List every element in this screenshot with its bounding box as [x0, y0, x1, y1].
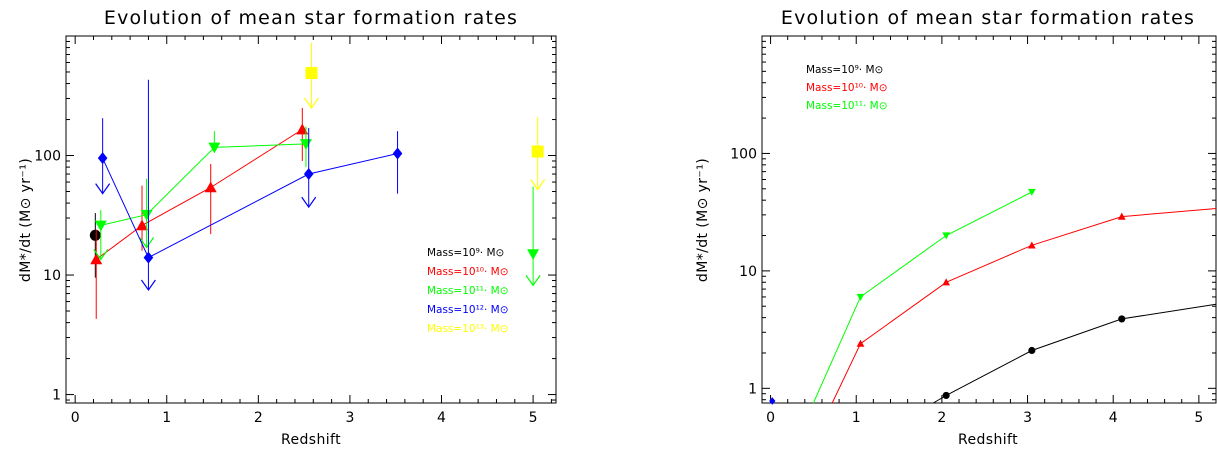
- right-legend-label-1: Mass=10¹⁰· M⊙: [806, 82, 888, 94]
- left-chart-panel: Evolution of mean star formation rates 0…: [18, 7, 557, 448]
- left-data-point: [97, 152, 108, 165]
- left-data-point: [303, 168, 314, 181]
- left-series-5: [525, 186, 541, 287]
- left-chart-title: Evolution of mean star formation rates: [104, 7, 518, 29]
- right-data-point: [769, 397, 776, 405]
- left-data-point: [136, 219, 149, 231]
- left-x-tick-label: 2: [254, 410, 263, 426]
- left-legend-label-1: Mass=10¹⁰· M⊙: [427, 266, 509, 278]
- right-data-point: [1027, 241, 1036, 249]
- right-series-2: [812, 188, 1036, 404]
- left-series-1: [90, 107, 309, 319]
- right-y-tick-label: 1: [748, 381, 757, 397]
- left-axis-ticks: [66, 35, 556, 403]
- left-series-line: [102, 153, 398, 259]
- right-data-point: [942, 278, 951, 286]
- right-series-3: [769, 397, 776, 405]
- right-plot-frame: [761, 35, 1217, 404]
- left-data-point: [392, 147, 403, 160]
- right-data-point: [856, 339, 865, 347]
- left-y-tick-label: 1: [52, 388, 61, 404]
- left-x-tick-labels: 0 1 2 3 4 5: [71, 410, 538, 426]
- left-series-4: [303, 42, 546, 191]
- left-legend-label-2: Mass=10¹¹· M⊙: [427, 285, 509, 297]
- left-x-tick-label: 3: [345, 410, 354, 426]
- left-y-tick-labels: 1 10 100: [34, 149, 61, 404]
- right-data-point: [1118, 315, 1126, 323]
- right-data-point: [1027, 188, 1036, 196]
- left-data-point: [143, 251, 154, 264]
- left-x-axis-label: Redshift: [281, 432, 341, 448]
- right-data-series: [769, 188, 1217, 405]
- left-series-0: [89, 213, 101, 278]
- left-data-point: [90, 253, 103, 265]
- left-x-tick-label: 0: [71, 410, 80, 426]
- left-data-point: [305, 67, 318, 80]
- right-x-tick-label: 0: [766, 410, 775, 426]
- right-data-point: [942, 232, 951, 240]
- left-data-point: [140, 209, 153, 221]
- left-upper-limit-arrow: [301, 196, 317, 209]
- right-y-tick-label: 100: [730, 146, 757, 162]
- left-upper-limit-arrow: [140, 279, 156, 292]
- left-upper-limit-arrow: [303, 97, 319, 110]
- left-upper-limit-arrow: [95, 183, 111, 195]
- left-data-point: [204, 181, 217, 193]
- right-series-line: [831, 208, 1217, 404]
- right-data-point: [856, 293, 865, 301]
- right-data-point: [1117, 212, 1126, 220]
- left-data-point: [531, 145, 544, 158]
- left-plot-frame: [65, 35, 557, 404]
- left-legend-label-0: Mass=10⁹· M⊙: [427, 247, 504, 259]
- left-data-point: [89, 229, 101, 241]
- right-x-tick-label: 1: [852, 410, 861, 426]
- right-y-axis-label: dM*/dt (M⊙ yr⁻¹): [695, 158, 711, 282]
- left-data-point: [208, 142, 221, 154]
- left-series-line: [100, 143, 307, 226]
- left-data-point: [94, 220, 107, 232]
- left-upper-limit-arrow: [93, 249, 109, 261]
- right-x-tick-label: 3: [1023, 410, 1032, 426]
- right-y-tick-label: 10: [739, 264, 757, 280]
- right-series-0: [933, 303, 1217, 404]
- left-y-tick-label: 10: [43, 268, 61, 284]
- left-series-3: [95, 79, 403, 292]
- right-legend-label-2: Mass=10¹¹· M⊙: [806, 100, 888, 112]
- left-data-point: [527, 249, 540, 260]
- right-legend-label-0: Mass=10⁹· M⊙: [806, 64, 883, 76]
- left-upper-limit-arrow: [139, 237, 155, 249]
- left-legend: Mass=10⁹· M⊙ Mass=10¹⁰· M⊙ Mass=10¹¹· M⊙…: [427, 247, 509, 335]
- right-x-tick-label: 5: [1194, 410, 1203, 426]
- left-y-tick-label: 100: [34, 149, 61, 165]
- left-series-2: [93, 126, 312, 261]
- left-upper-limit-arrow: [530, 179, 546, 191]
- left-x-tick-label: 4: [437, 410, 446, 426]
- left-legend-label-3: Mass=10¹²· M⊙: [427, 304, 509, 316]
- right-x-tick-label: 4: [1109, 410, 1118, 426]
- left-x-tick-label: 1: [162, 410, 171, 426]
- right-chart-title: Evolution of mean star formation rates: [781, 7, 1195, 29]
- right-y-tick-labels: 1 10 100: [730, 146, 757, 397]
- right-x-tick-labels: 0 1 2 3 4 5: [766, 410, 1203, 426]
- right-data-point: [942, 391, 950, 400]
- left-upper-limit-arrow: [525, 274, 541, 287]
- right-data-point: [1028, 346, 1036, 355]
- right-series-1: [831, 208, 1217, 404]
- right-chart-panel: Evolution of mean star formation rates 0…: [695, 7, 1217, 448]
- left-series-line: [95, 129, 303, 260]
- left-data-series: [89, 42, 546, 319]
- right-legend: Mass=10⁹· M⊙ Mass=10¹⁰· M⊙ Mass=10¹¹· M⊙: [806, 64, 888, 112]
- right-axis-ticks: [762, 35, 1217, 403]
- left-y-axis-label: dM*/dt (M⊙ yr⁻¹): [18, 158, 34, 282]
- left-x-tick-label: 5: [529, 410, 538, 426]
- right-x-tick-label: 2: [937, 410, 946, 426]
- right-series-line: [812, 191, 1033, 404]
- left-legend-label-4: Mass=10¹³· M⊙: [427, 323, 509, 335]
- right-series-line: [933, 303, 1217, 404]
- right-x-axis-label: Redshift: [958, 432, 1018, 448]
- left-data-point: [296, 123, 309, 135]
